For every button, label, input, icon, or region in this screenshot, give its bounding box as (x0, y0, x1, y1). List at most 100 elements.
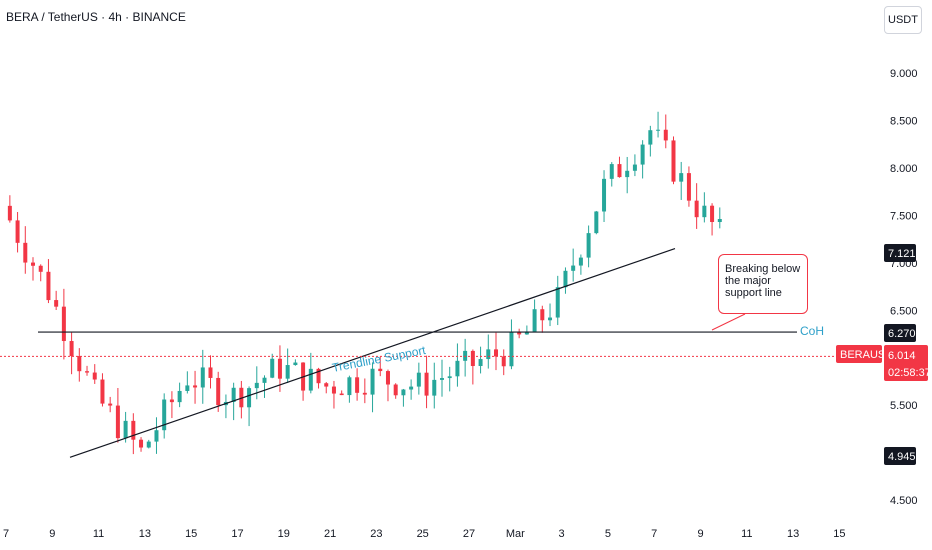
y-tick-label: 4.500 (890, 495, 918, 507)
candle-body (594, 211, 599, 234)
x-tick-label: 23 (370, 528, 382, 540)
chart-title: BERA / TetherUS · 4h · BINANCE (6, 10, 186, 24)
x-tick-label: 5 (605, 528, 611, 540)
candle-body (717, 218, 722, 223)
candle-body (679, 173, 684, 182)
candle-body (162, 399, 167, 431)
candle-body (694, 200, 699, 218)
price-badge-lower: 4.945 (888, 451, 916, 463)
candle-body (92, 372, 97, 380)
countdown-label: 02:58:37 (888, 367, 931, 379)
candle-body (393, 384, 398, 396)
candle-body (270, 358, 275, 378)
candle-body (563, 270, 568, 288)
candle-body (100, 379, 105, 404)
candle-body (686, 173, 691, 201)
candle-body (38, 265, 43, 272)
x-axis: 7 9 11 13 15 17 19 21 23 25 27 Mar 3 5 7 9 11 13 15 (3, 528, 846, 540)
candle-body (640, 144, 645, 165)
x-tick-label: 7 (3, 528, 9, 540)
candle-body (131, 420, 136, 440)
currency-unit-button[interactable]: USDT (884, 6, 922, 34)
y-tick-label: 8.500 (890, 115, 918, 127)
candle-body (656, 129, 661, 131)
candle-body (370, 368, 375, 395)
x-tick-label: 13 (139, 528, 151, 540)
candle-body (347, 377, 352, 396)
price-badge-support-bg (884, 324, 916, 342)
last-price-badge: 6.014 (888, 350, 916, 362)
candle-body (524, 331, 529, 335)
coh-label: CoH (800, 324, 824, 338)
x-tick-label: 9 (49, 528, 55, 540)
y-tick-label: 6.500 (890, 305, 918, 317)
candle-body (277, 358, 282, 379)
price-badge-lower-bg (884, 447, 916, 465)
candle-body (501, 356, 506, 367)
candle-body (578, 257, 583, 266)
candle-body (262, 377, 267, 383)
x-tick-label: 27 (463, 528, 475, 540)
candle-body (517, 331, 522, 335)
x-tick-label: 25 (417, 528, 429, 540)
price-badge-upper-bg (884, 244, 916, 262)
trendline-support-line (69, 247, 676, 458)
candle-body (540, 309, 545, 321)
x-tick-label: 17 (231, 528, 243, 540)
candle-body (324, 383, 329, 387)
candle-body (115, 405, 120, 439)
candle-body (447, 376, 452, 379)
candle-body (470, 350, 475, 367)
candle-body (439, 378, 444, 380)
candle-body (231, 387, 236, 402)
callout-note: Breaking below the major support line (718, 254, 808, 314)
candle-body (285, 365, 290, 379)
y-tick-label: 5.500 (890, 400, 918, 412)
x-tick-label: 3 (559, 528, 565, 540)
candle-body (23, 242, 28, 263)
candle-body (69, 341, 74, 357)
y-tick-label: 8.000 (890, 163, 918, 175)
candle-body (247, 388, 252, 408)
candle-body (208, 367, 213, 378)
candle-body (139, 439, 144, 448)
candle-body (509, 331, 514, 367)
candle-body (663, 129, 668, 141)
callout-pointer (711, 313, 746, 331)
candle-body (385, 371, 390, 385)
candle-body (571, 265, 576, 271)
candle-body (31, 262, 36, 266)
candle-body (432, 379, 437, 396)
candle-body (455, 360, 460, 377)
candle-body (401, 389, 406, 396)
candle-body (293, 362, 298, 366)
candle-body (108, 403, 113, 406)
x-tick-label: 15 (185, 528, 197, 540)
candle-body (216, 377, 221, 406)
candle-body (146, 441, 151, 448)
price-badge-support: 6.270 (888, 328, 916, 340)
candle-body (355, 377, 360, 393)
candle-body (648, 130, 653, 145)
candle-body (15, 220, 20, 243)
candle-body (671, 140, 676, 182)
x-tick-label: 11 (741, 528, 752, 540)
x-tick-label: 13 (787, 528, 799, 540)
candle-body (494, 349, 499, 357)
x-tick-label: 15 (833, 528, 845, 540)
candle-body (555, 287, 560, 318)
candle-body (532, 309, 537, 332)
x-tick-label: 9 (697, 528, 703, 540)
candle-body (77, 356, 82, 372)
candle-body (586, 233, 591, 258)
candle-body (548, 317, 553, 321)
y-tick-label: 7.500 (890, 210, 918, 222)
candle-body (254, 382, 259, 389)
candle-body (710, 205, 715, 223)
x-tick-label: 21 (324, 528, 336, 540)
x-tick-label: 19 (278, 528, 290, 540)
y-tick-label: 9.000 (890, 68, 918, 80)
